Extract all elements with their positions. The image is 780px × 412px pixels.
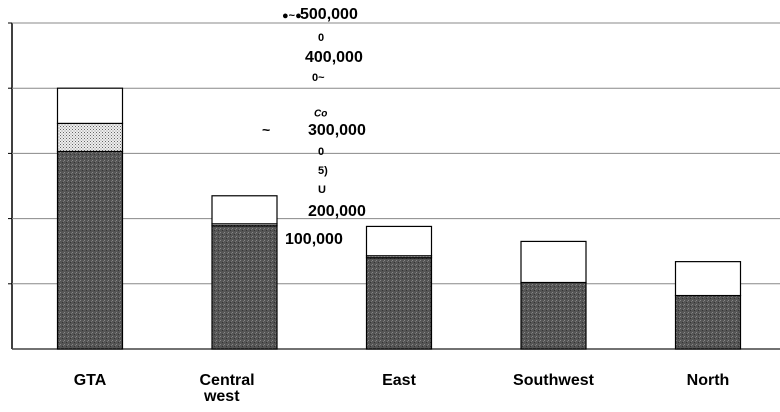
x-tick-label: East: [382, 372, 416, 389]
bar-segment: [674, 261, 742, 297]
bar-segment: [56, 87, 124, 125]
annotation: 0: [318, 146, 324, 158]
x-tick-label: GTA: [74, 372, 107, 389]
x-tick-label: Central west: [200, 372, 255, 405]
bar-segment: [56, 150, 124, 350]
bar-segment: [365, 257, 433, 350]
bar-segment: [211, 195, 278, 225]
y-tick-label: 300,000: [308, 122, 366, 139]
bar-segment: [520, 240, 587, 284]
annotation: 5): [318, 165, 328, 177]
bar-segment: [520, 281, 587, 350]
annotation: ●~●: [282, 10, 302, 22]
annotation: U: [318, 184, 326, 196]
annotation: 0~: [312, 72, 325, 84]
y-tick-label: 200,000: [308, 203, 366, 220]
bar-segment: [365, 225, 433, 257]
bar-segment: [674, 294, 742, 350]
x-tick-label: North: [687, 372, 730, 389]
annotation: Co: [314, 109, 327, 120]
annotation: 0: [318, 32, 324, 44]
y-tick-label: 500,000: [300, 6, 358, 23]
bar-segment: [211, 225, 278, 350]
x-tick-label: Southwest: [513, 372, 595, 389]
y-tick-label: 100,000: [285, 231, 343, 248]
bar-segment: [56, 122, 124, 153]
annotation: ~: [262, 122, 270, 138]
y-tick-label: 400,000: [305, 49, 363, 66]
